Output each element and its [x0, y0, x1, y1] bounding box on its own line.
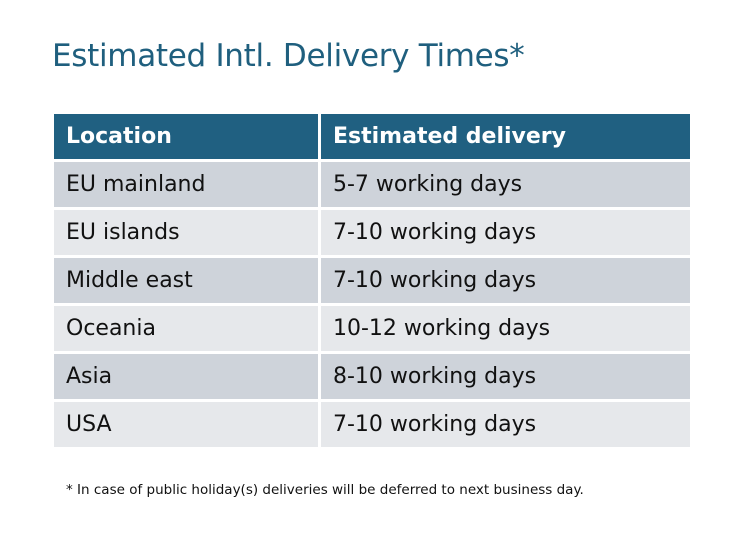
table-row: Oceania 10-12 working days — [54, 306, 690, 351]
table-row: Asia 8-10 working days — [54, 354, 690, 399]
delivery-cell: 7-10 working days — [321, 258, 690, 303]
table-row: Middle east 7-10 working days — [54, 258, 690, 303]
delivery-cell: 5-7 working days — [321, 162, 690, 207]
footnote: * In case of public holiday(s) deliverie… — [66, 482, 584, 498]
page-title: Estimated Intl. Delivery Times* — [52, 38, 525, 74]
delivery-cell: 10-12 working days — [321, 306, 690, 351]
location-cell: EU islands — [54, 210, 318, 255]
column-header-location: Location — [54, 114, 318, 159]
delivery-cell: 8-10 working days — [321, 354, 690, 399]
location-cell: Oceania — [54, 306, 318, 351]
table-header-row: Location Estimated delivery — [54, 114, 690, 159]
location-cell: USA — [54, 402, 318, 447]
delivery-times-table: Location Estimated delivery EU mainland … — [51, 111, 693, 450]
location-cell: Asia — [54, 354, 318, 399]
location-cell: EU mainland — [54, 162, 318, 207]
delivery-cell: 7-10 working days — [321, 402, 690, 447]
table-row: USA 7-10 working days — [54, 402, 690, 447]
table-row: EU mainland 5-7 working days — [54, 162, 690, 207]
table-row: EU islands 7-10 working days — [54, 210, 690, 255]
delivery-cell: 7-10 working days — [321, 210, 690, 255]
location-cell: Middle east — [54, 258, 318, 303]
column-header-estimated-delivery: Estimated delivery — [321, 114, 690, 159]
